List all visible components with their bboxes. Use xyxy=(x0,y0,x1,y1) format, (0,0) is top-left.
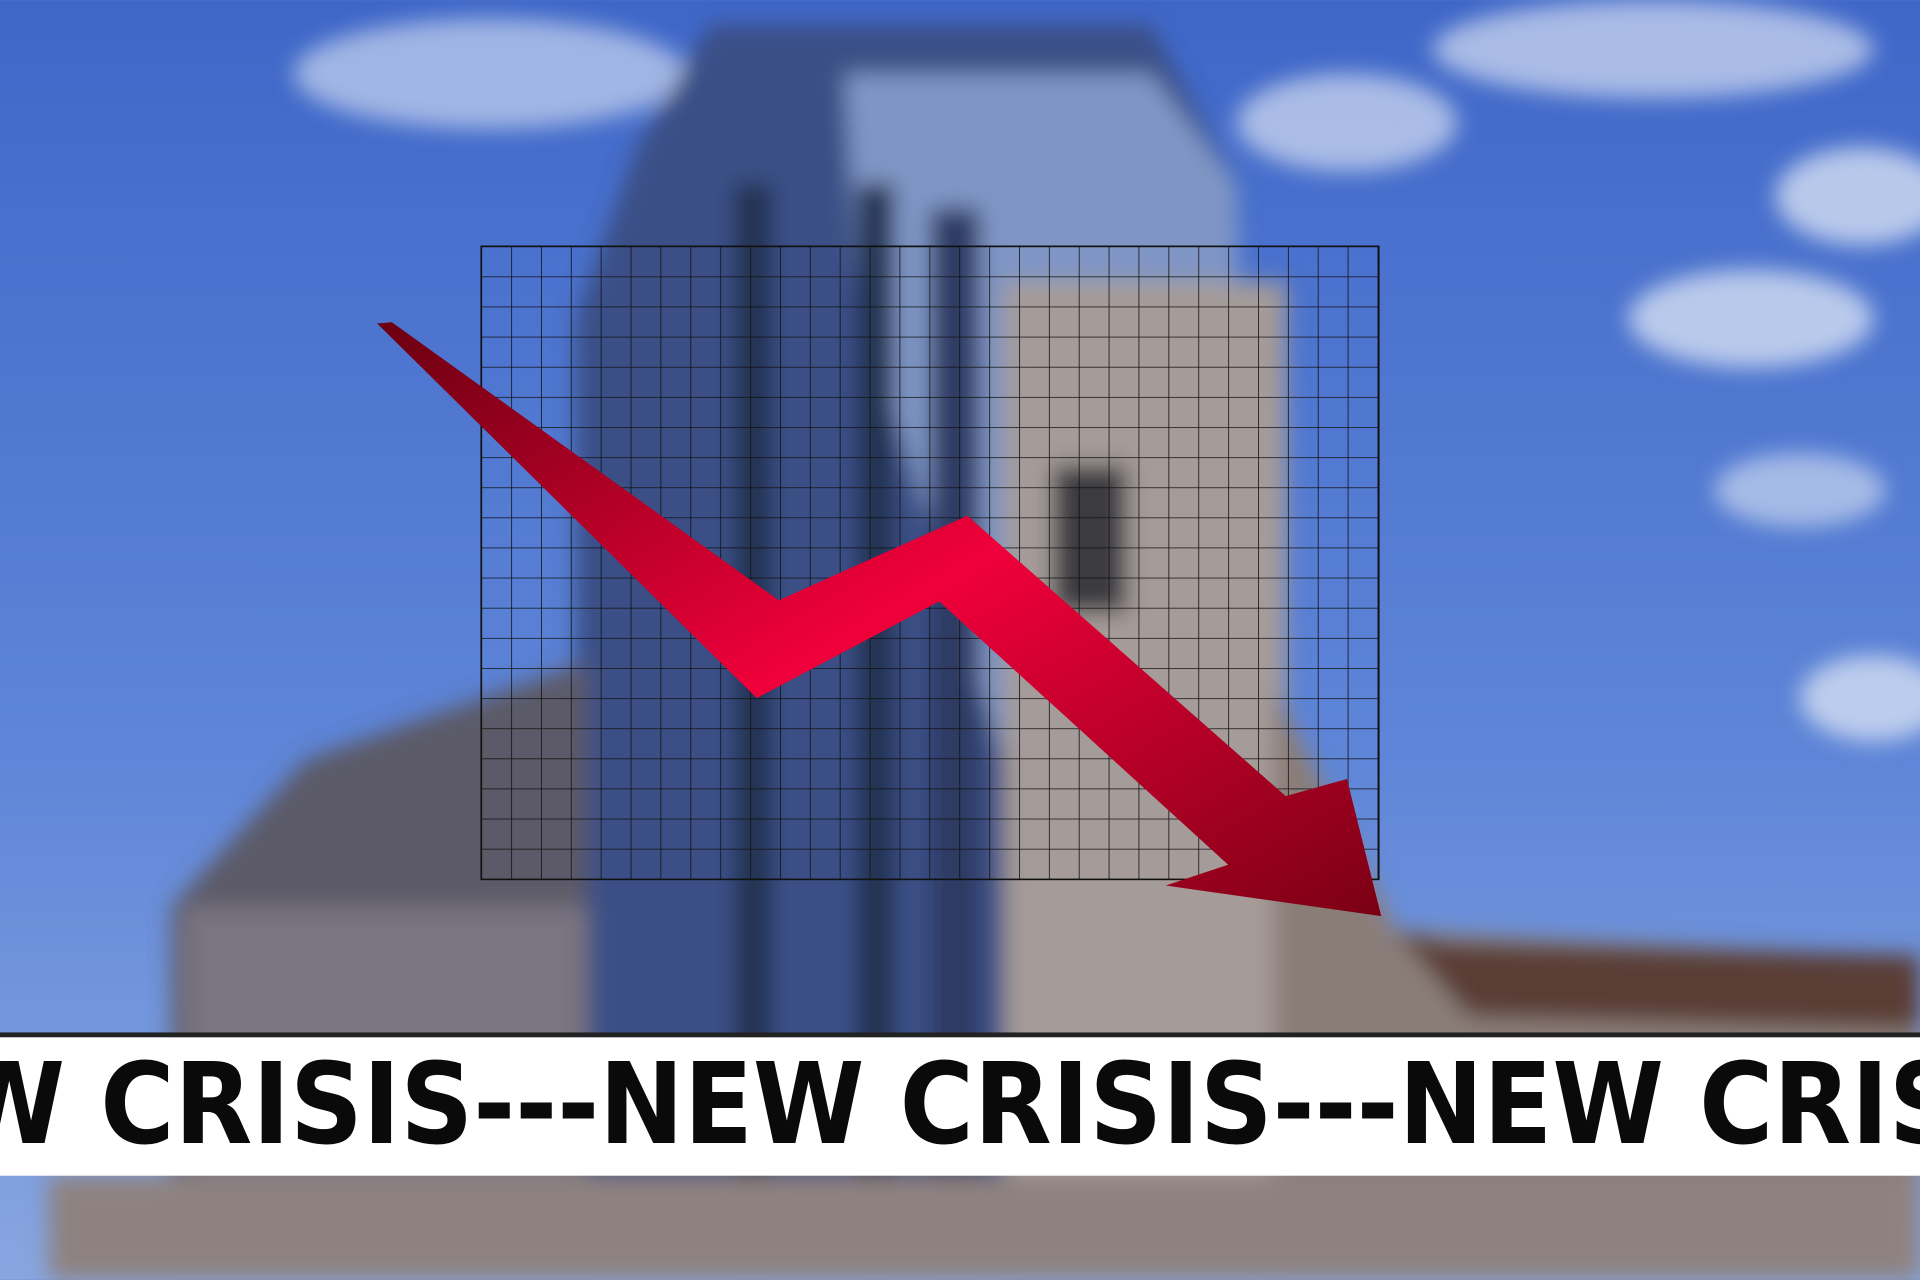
banner-text: W CRISIS---NEW CRISIS---NEW CRIS xyxy=(0,1038,1920,1170)
down-arrow xyxy=(377,322,1382,917)
banner-line xyxy=(0,1032,1920,1038)
banner xyxy=(0,1037,1920,1176)
